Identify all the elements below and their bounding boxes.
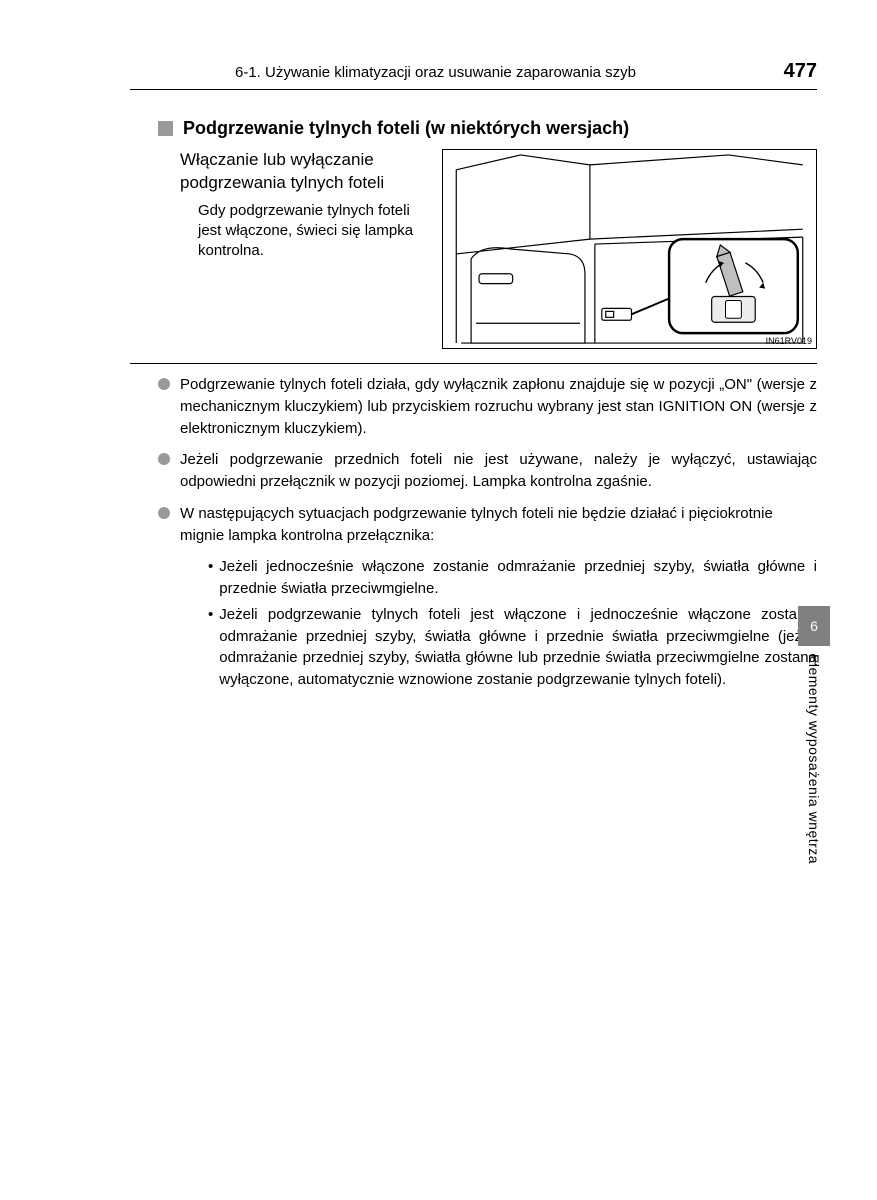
page-number: 477 bbox=[784, 60, 817, 83]
section-heading: Podgrzewanie tylnych foteli (w niektóryc… bbox=[158, 118, 817, 139]
chapter-tab: 6 Elementy wyposażenia wnętrza bbox=[798, 606, 830, 864]
illustration-box: IN61RV019 bbox=[442, 149, 817, 349]
section-title: Podgrzewanie tylnych foteli (w niektóryc… bbox=[183, 118, 629, 139]
chapter-label: Elementy wyposażenia wnętrza bbox=[806, 654, 822, 864]
text-column: Włączanie lub wyłączanie podgrzewania ty… bbox=[180, 149, 430, 349]
bullet-text: Jeżeli podgrzewanie przednich foteli nie… bbox=[180, 449, 817, 493]
sub-list: • Jeżeli jednocześnie włączone zostanie … bbox=[208, 556, 817, 691]
bullet-list: Podgrzewanie tylnych foteli działa, gdy … bbox=[158, 374, 817, 691]
bullet-content: W następujących sytuacjach podgrzewanie … bbox=[180, 503, 817, 547]
bullet-text: W następujących sytuacjach podgrzewanie … bbox=[180, 503, 817, 547]
circle-bullet-icon bbox=[158, 507, 170, 519]
circle-bullet-icon bbox=[158, 453, 170, 465]
sub-text: Jeżeli podgrzewanie tylnych foteli jest … bbox=[219, 604, 817, 691]
bullet-text: Podgrzewanie tylnych foteli działa, gdy … bbox=[180, 374, 817, 439]
illustration-code: IN61RV019 bbox=[766, 336, 812, 346]
sub-text: Jeżeli jednocześnie włączone zostanie od… bbox=[219, 556, 817, 600]
sub-list-item: • Jeżeli podgrzewanie tylnych foteli jes… bbox=[208, 604, 817, 691]
car-interior-illustration bbox=[443, 150, 816, 348]
chapter-number-box: 6 bbox=[798, 606, 830, 646]
list-item: Jeżeli podgrzewanie przednich foteli nie… bbox=[158, 449, 817, 493]
content-row: Włączanie lub wyłączanie podgrzewania ty… bbox=[180, 149, 817, 349]
divider bbox=[130, 363, 817, 364]
list-item: W następujących sytuacjach podgrzewanie … bbox=[158, 503, 817, 547]
section-subtitle: Włączanie lub wyłączanie podgrzewania ty… bbox=[180, 149, 430, 195]
list-item: Podgrzewanie tylnych foteli działa, gdy … bbox=[158, 374, 817, 439]
circle-bullet-icon bbox=[158, 378, 170, 390]
page-header: 6-1. Używanie klimatyzacji oraz usuwanie… bbox=[130, 60, 817, 90]
section-body: Gdy podgrzewanie tylnych foteli jest włą… bbox=[198, 201, 430, 262]
manual-page: 6-1. Używanie klimatyzacji oraz usuwanie… bbox=[0, 0, 877, 1200]
square-bullet-icon bbox=[158, 121, 173, 136]
dot-bullet-icon: • bbox=[208, 604, 213, 691]
section-reference: 6-1. Używanie klimatyzacji oraz usuwanie… bbox=[235, 64, 636, 81]
dot-bullet-icon: • bbox=[208, 556, 213, 600]
sub-list-item: • Jeżeli jednocześnie włączone zostanie … bbox=[208, 556, 817, 600]
